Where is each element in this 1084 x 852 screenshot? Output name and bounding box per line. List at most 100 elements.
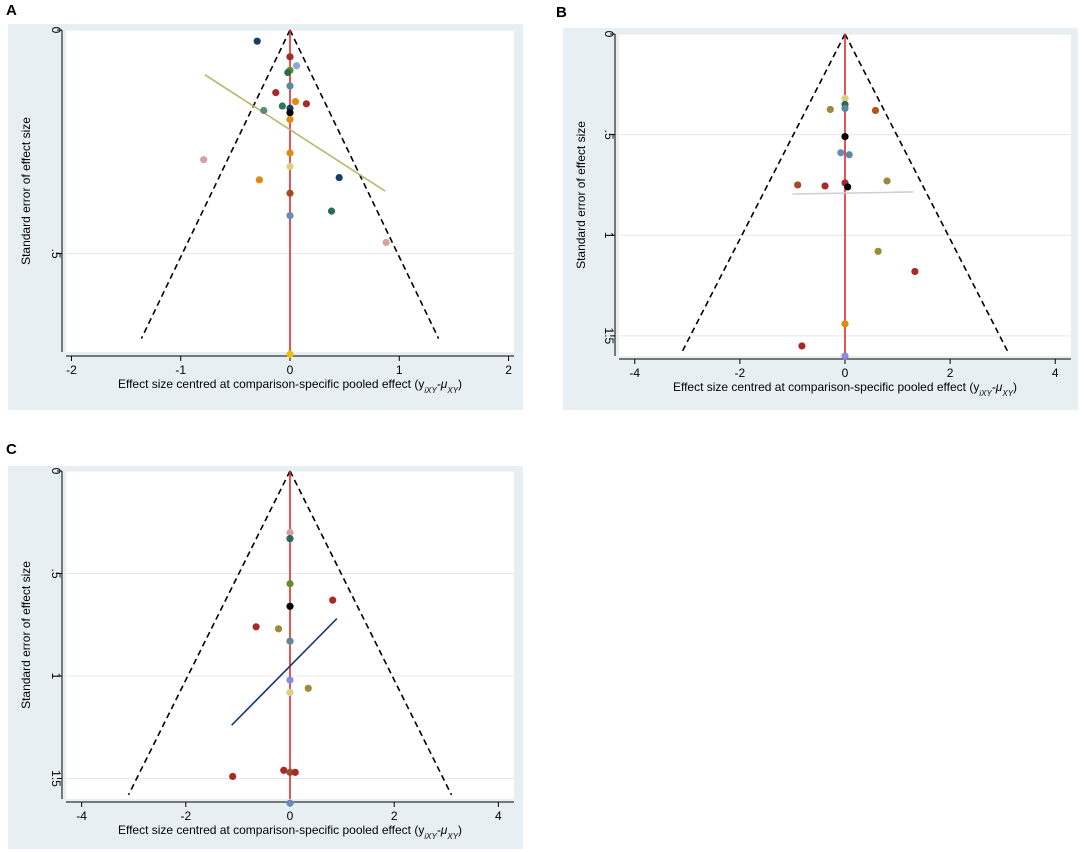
funnel-right-line [289,470,453,796]
panel-label-c: C [6,441,17,458]
data-point-1 [286,53,294,61]
x-axis-title-mu: -μ [437,823,448,837]
funnel-left-line [127,470,291,796]
data-point-3 [329,596,337,604]
data-point-5 [286,82,294,90]
data-point-17 [841,352,849,360]
data-point-2 [292,62,301,70]
funnel-plot-c: -4 -2 0 2 4 0 .5 1 1.5 Effect size centred at com… [8,466,523,849]
data-point-13 [291,768,299,776]
data-point-11 [844,183,852,191]
x-axis-title-sub2: XY [446,832,458,841]
x-tick-label-2: 0 [287,809,294,823]
x-tick-label-3: 2 [391,809,398,823]
data-point-6 [274,625,283,633]
data-point-14 [286,149,294,157]
data-point-11 [286,109,294,117]
x-axis-title: Effect size centred at comparison-specif… [673,380,1017,398]
data-point-14 [911,267,919,276]
y-axis-title: Standard error of effect size [19,561,33,709]
x-axis-title-sub1: iXY [424,832,437,841]
funnel-right-line [289,29,440,339]
data-point-13 [874,247,882,255]
data-point-9 [821,182,829,190]
data-point-7 [286,637,294,645]
data-point-8 [291,97,300,106]
data-point-21 [286,211,294,220]
x-axis-title-close: ) [458,823,462,837]
x-axis-title: Effect size centred at comparison-specif… [118,377,462,395]
x-tick-label-2: 0 [287,363,294,377]
x-axis-title-sub1: iXY [424,386,437,395]
y-tick-label-2: 1 [49,673,63,680]
funnel-plot-b: -4 -2 0 2 4 0 .5 1 1.5 Effect size centred at com… [563,28,1078,410]
data-point-7 [278,102,286,110]
data-point-12 [286,768,294,776]
x-axis-title-mu: -μ [992,380,1003,394]
data-point-2 [841,104,849,113]
data-point-1 [286,535,294,543]
data-point-20 [327,207,336,215]
x-tick-label-1: -2 [735,366,746,380]
funnel-left-line [140,29,291,339]
data-point-19 [286,189,294,197]
x-axis-title-main: Effect size centred at comparison-specif… [673,380,979,394]
x-axis-title-main: Effect size centred at comparison-specif… [118,823,424,837]
data-point-4 [284,68,292,77]
data-point-13 [286,115,294,124]
x-tick-label-4: 2 [505,363,512,377]
data-point-8 [286,676,294,684]
funnel-plot-a: -2 -1 0 1 2 0 .5 Effect size centred at compari… [8,24,523,410]
x-axis-title: Effect size centred at comparison-specif… [118,823,462,841]
regression-line [792,191,914,195]
x-tick-label-2: 0 [842,366,849,380]
data-point-22 [382,238,390,247]
y-tick-label-1: .5 [602,130,616,140]
x-tick-label-0: -4 [76,809,87,823]
data-point-2 [286,580,294,588]
x-tick-label-1: -2 [180,809,191,823]
data-point-18 [335,173,343,182]
data-point-12 [260,106,268,115]
data-point-17 [255,176,264,184]
data-point-5 [252,623,260,631]
data-point-0 [253,37,261,45]
x-axis-title-mu: -μ [437,377,448,391]
data-point-14 [229,772,237,781]
x-tick-label-1: -1 [175,363,186,377]
y-tick-label-0: 0 [49,468,63,475]
data-point-6 [837,149,845,157]
data-point-11 [280,766,288,774]
panel-label-a: A [6,2,17,19]
data-point-23 [286,350,294,358]
data-point-7 [845,151,853,159]
x-axis-title-main: Effect size centred at comparison-specif… [118,377,424,391]
data-point-6 [272,89,280,97]
x-tick-label-4: 4 [495,809,502,823]
data-point-12 [883,177,891,185]
data-point-15 [286,799,294,807]
x-axis-title-close: ) [1013,380,1017,394]
y-tick-label-1: .5 [49,568,63,578]
x-tick-label-0: -4 [629,366,640,380]
y-axis-title: Standard error of effect size [19,117,33,265]
data-point-8 [794,181,802,189]
x-axis-title-sub2: XY [1001,389,1013,398]
data-point-0 [841,94,849,102]
y-tick-label-0: 0 [602,31,616,38]
regression-line [204,74,386,192]
data-point-4 [871,106,880,115]
x-axis-title-close: ) [458,377,462,391]
y-axis-title: Standard error of effect size [574,121,588,269]
y-tick-label-2: 1 [602,232,616,239]
data-point-4 [286,602,294,610]
data-point-16 [798,342,806,350]
x-axis-title-sub1: iXY [979,389,992,398]
x-axis-title-sub2: XY [446,386,458,395]
y-tick-label-3: 1.5 [49,770,63,787]
data-point-15 [200,156,208,164]
data-point-15 [841,320,849,328]
regression-line [231,618,338,726]
data-point-0 [286,528,294,537]
data-point-16 [286,162,294,171]
